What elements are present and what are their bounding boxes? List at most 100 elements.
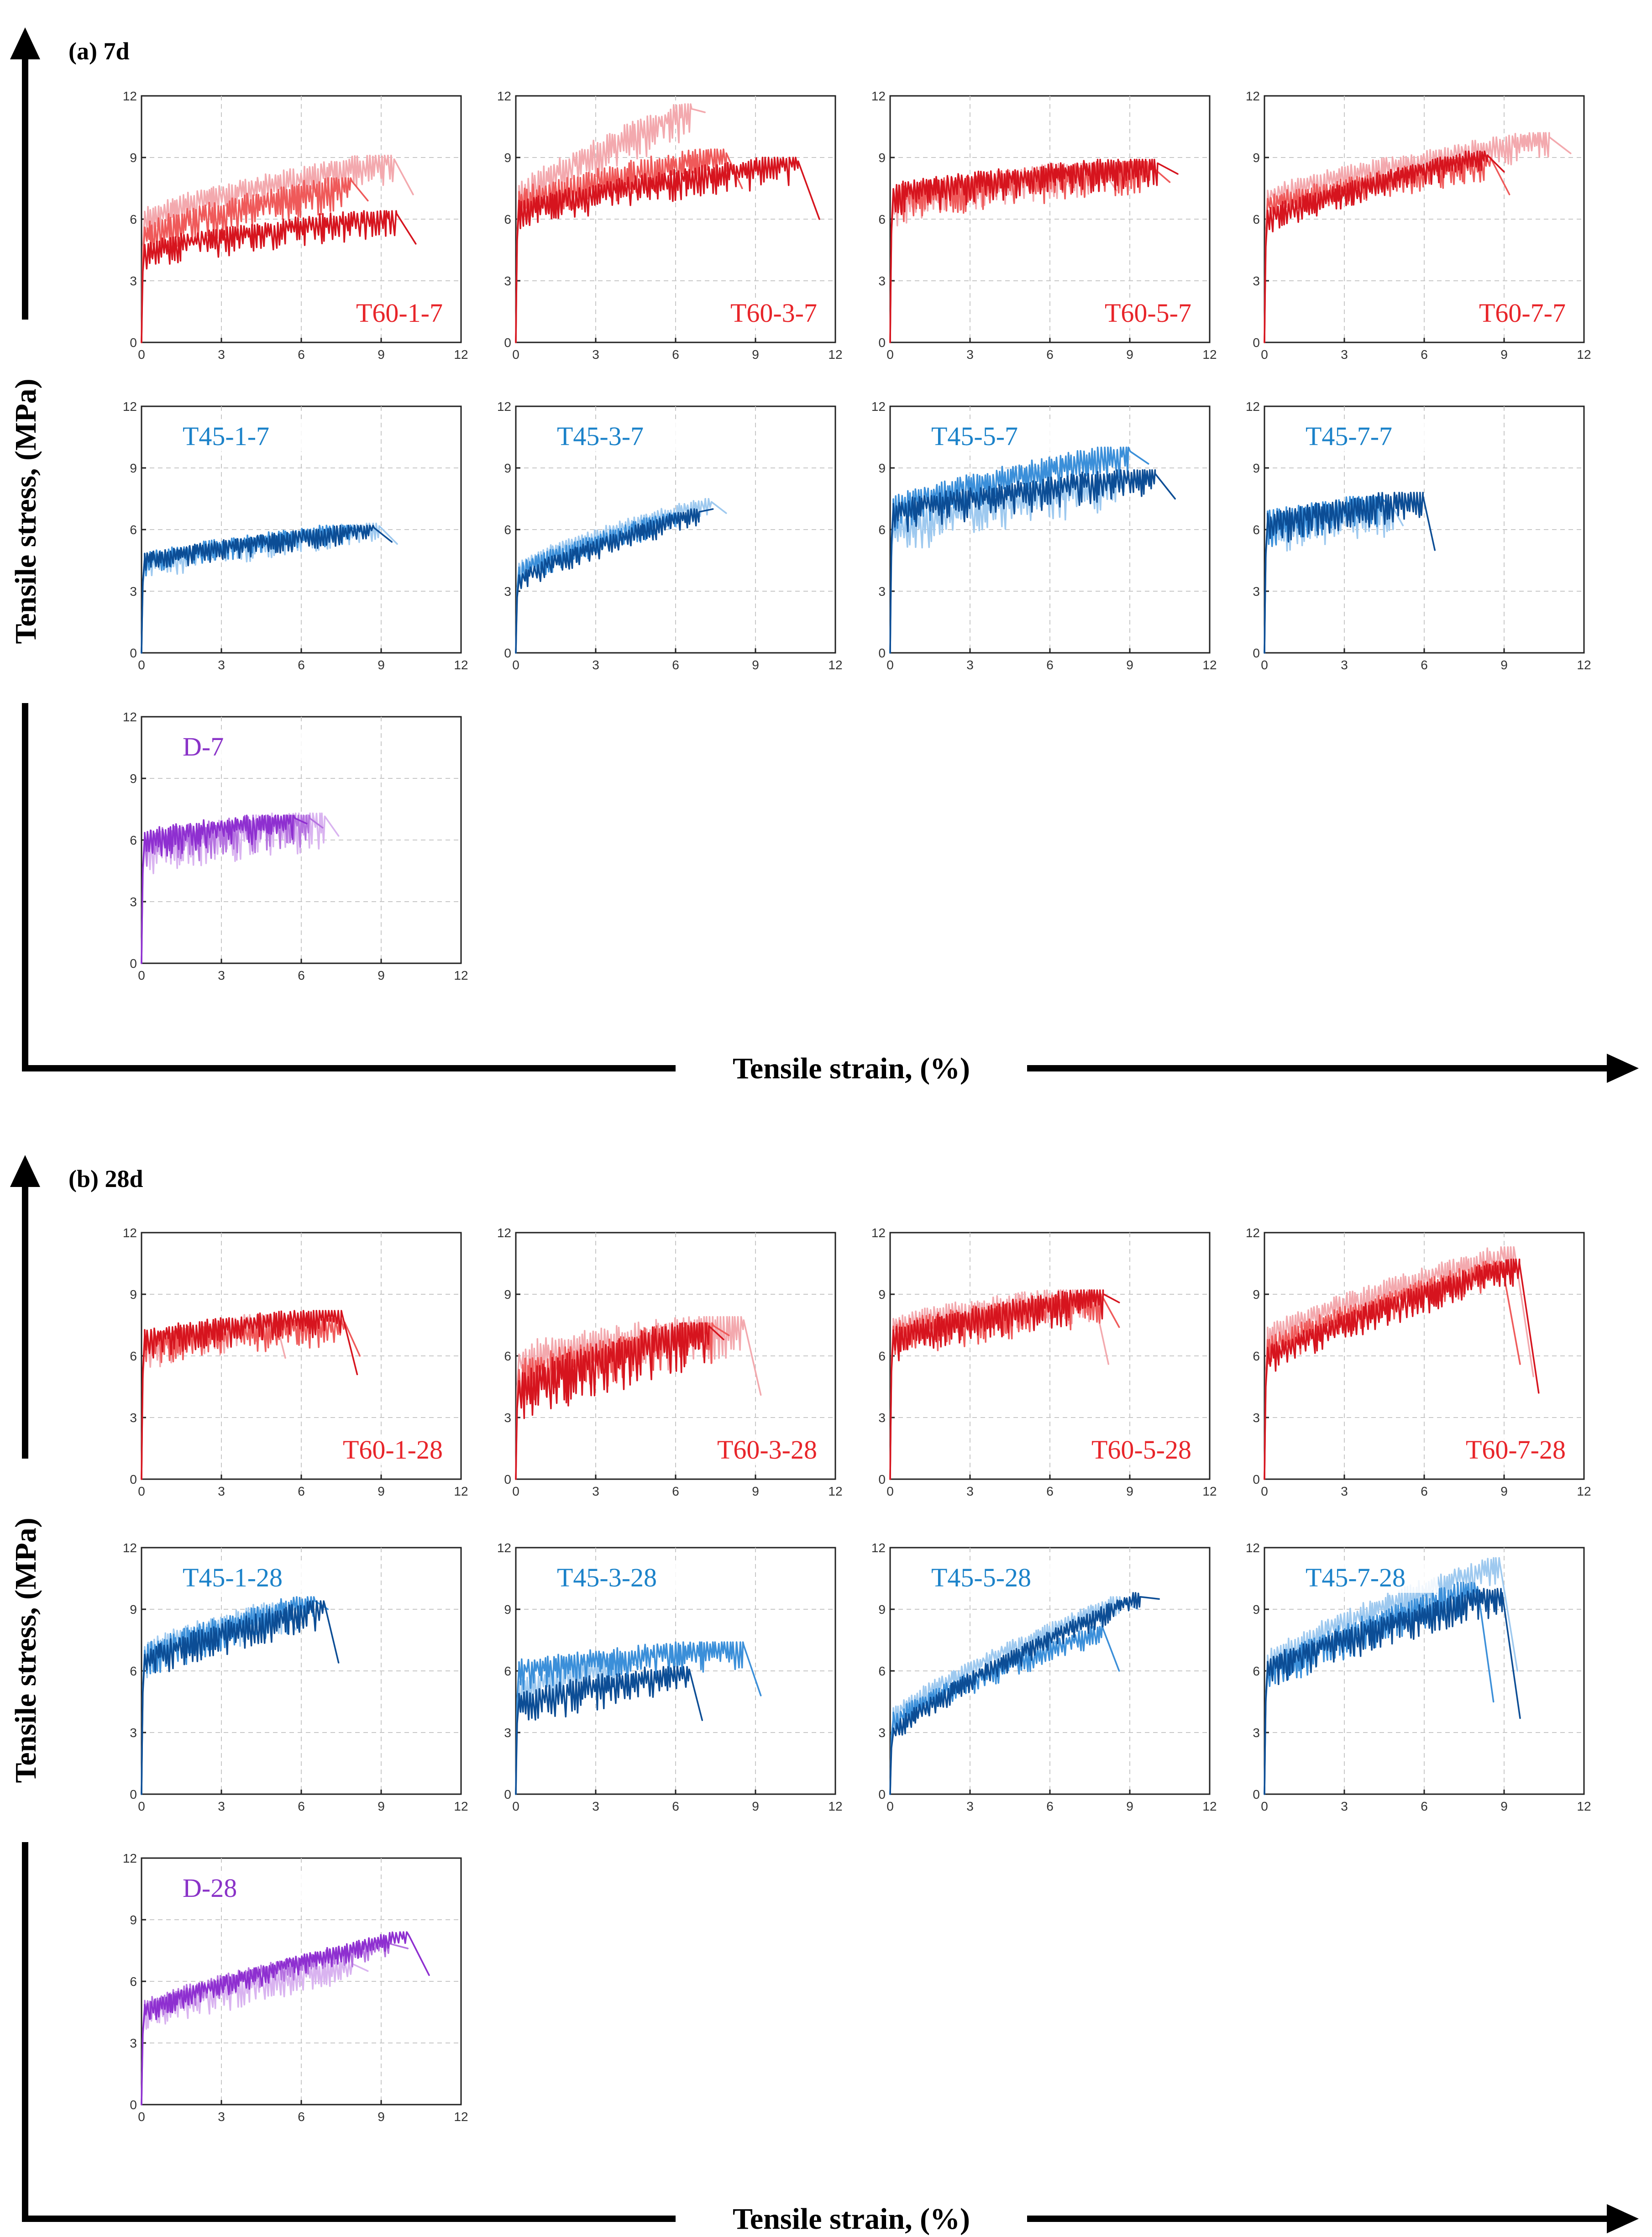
x-tick-label: 0 (138, 2110, 145, 2124)
chart-panel: 00 3 3 6 6 9 9 12 12 T45-3-28 (497, 1541, 843, 1813)
x-tick-label: 9 (1500, 1799, 1508, 1813)
y-tick-label: 12 (123, 1541, 137, 1555)
y-tick-label: 12 (871, 89, 886, 103)
panel-label-backing (310, 298, 447, 328)
chart-panel: 00 3 3 6 6 9 9 12 12 T45-7-7 (1246, 399, 1591, 672)
specimen-curve (515, 103, 706, 343)
specimen-curve (1264, 1258, 1540, 1480)
y-tick-label: 6 (1253, 212, 1260, 226)
x-tick-label: 0 (886, 1799, 894, 1813)
y-tick-label: 3 (1253, 1726, 1260, 1740)
panel-label: T60-1-7 (356, 298, 443, 328)
y-axis-title-backing (9, 320, 42, 703)
panel-label-backing (552, 421, 689, 452)
x-tick-label: 12 (1577, 1484, 1591, 1498)
panel-label: T45-7-28 (1306, 1563, 1406, 1592)
panel-label: T60-5-28 (1091, 1435, 1191, 1465)
y-tick-label: 12 (123, 1226, 137, 1240)
x-tick-label: 3 (592, 347, 599, 362)
panel-label-backing (178, 732, 315, 762)
y-tick-label: 0 (130, 336, 137, 350)
x-tick-label: 3 (1341, 658, 1348, 672)
panel-label-backing (178, 1873, 315, 1903)
y-tick-label: 3 (130, 895, 137, 909)
x-tick-label: 12 (1202, 1484, 1217, 1498)
x-tick-label: 6 (298, 1484, 305, 1498)
y-tick-label: 0 (130, 2098, 137, 2112)
y-tick-label: 3 (130, 274, 137, 288)
y-tick-label: 3 (878, 274, 886, 288)
x-tick-label: 0 (886, 658, 894, 672)
section-title: (b) 28d (68, 1165, 143, 1192)
y-tick-label: 6 (130, 833, 137, 847)
y-tick-label: 9 (130, 1913, 137, 1927)
chart-panel: 00 3 3 6 6 9 9 12 12 T45-1-28 (123, 1541, 468, 1813)
y-tick-label: 12 (123, 89, 137, 103)
x-tick-label: 3 (218, 1799, 225, 1813)
x-tick-label: 0 (138, 1799, 145, 1813)
panel-label-backing (685, 298, 822, 328)
panel-label: T60-5-7 (1105, 298, 1191, 328)
chart-panel: 00 3 3 6 6 9 9 12 12 T45-3-7 (497, 399, 843, 672)
specimen-curve (515, 157, 820, 343)
x-tick-label: 3 (966, 1484, 974, 1498)
y-tick-label: 12 (1246, 399, 1260, 414)
y-tick-label: 0 (1253, 1787, 1260, 1801)
x-tick-label: 3 (966, 658, 974, 672)
specimen-curve (889, 475, 1147, 654)
y-tick-label: 9 (130, 772, 137, 786)
specimen-curve (1264, 492, 1436, 654)
x-tick-label: 6 (672, 1799, 679, 1813)
y-tick-label: 12 (871, 1226, 886, 1240)
y-tick-label: 3 (130, 2036, 137, 2050)
x-tick-label: 12 (828, 658, 842, 672)
panel-label: T60-1-28 (343, 1435, 443, 1465)
y-tick-label: 6 (1253, 1349, 1260, 1363)
y-tick-label: 9 (504, 461, 511, 475)
chart-panel: 00 3 3 6 6 9 9 12 12 T60-3-7 (497, 89, 843, 362)
x-tick-label: 6 (1421, 347, 1428, 362)
chart-panel: 00 3 3 6 6 9 9 12 12 T60-7-7 (1246, 89, 1591, 362)
y-tick-label: 6 (878, 523, 886, 537)
specimen-curve (889, 469, 1176, 654)
x-tick-label: 0 (512, 347, 519, 362)
y-tick-label: 3 (878, 1726, 886, 1740)
y-tick-label: 12 (871, 399, 886, 414)
chart-panel: 00 3 3 6 6 9 9 12 12 T45-5-28 (871, 1541, 1217, 1813)
x-tick-label: 12 (454, 968, 468, 982)
specimen-curve (141, 154, 414, 343)
x-tick-label: 12 (1202, 658, 1217, 672)
panel-label-backing (178, 1563, 315, 1593)
y-tick-label: 6 (504, 1664, 511, 1678)
x-tick-label: 9 (378, 2110, 385, 2124)
y-tick-label: 3 (504, 274, 511, 288)
y-tick-label: 3 (878, 584, 886, 599)
x-tick-label: 12 (454, 2110, 468, 2124)
panel-label-backing (927, 1563, 1064, 1593)
x-tick-label: 6 (672, 1484, 679, 1498)
y-tick-label: 9 (878, 461, 886, 475)
panel-label: T60-7-28 (1466, 1435, 1566, 1465)
x-tick-label: 0 (1261, 1799, 1268, 1813)
y-axis-title: Tensile stress, (MPa) (9, 1518, 42, 1783)
y-tick-label: 6 (130, 1664, 137, 1678)
specimen-curve (889, 1289, 1120, 1480)
x-tick-label: 3 (218, 968, 225, 982)
panel-label: T45-1-28 (183, 1563, 283, 1592)
x-tick-label: 6 (298, 1799, 305, 1813)
x-tick-label: 3 (1341, 1799, 1348, 1813)
section-title: (a) 7d (68, 37, 130, 65)
x-axis-arrow-head (1607, 2204, 1639, 2233)
y-tick-label: 3 (130, 584, 137, 599)
y-tick-label: 3 (1253, 1411, 1260, 1425)
y-tick-label: 9 (878, 1287, 886, 1302)
y-tick-label: 9 (504, 151, 511, 165)
panel-label-backing (178, 421, 315, 452)
panel-label-backing (1059, 298, 1196, 328)
y-axis-arrow-head (10, 27, 40, 59)
x-tick-label: 9 (752, 658, 759, 672)
y-tick-label: 9 (130, 1287, 137, 1302)
y-tick-label: 6 (1253, 523, 1260, 537)
x-tick-label: 0 (886, 347, 894, 362)
